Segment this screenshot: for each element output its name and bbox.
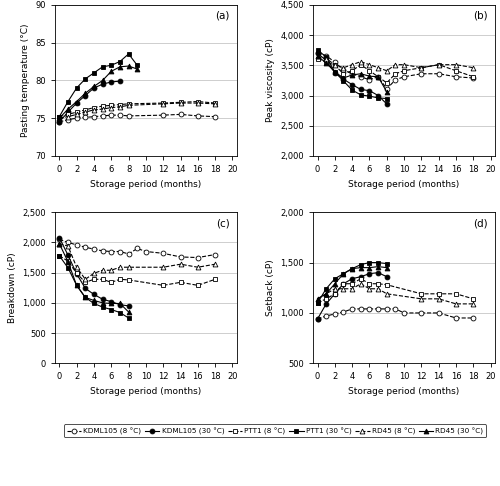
X-axis label: Storage period (months): Storage period (months): [90, 179, 202, 189]
Y-axis label: Setback (cP): Setback (cP): [266, 260, 275, 316]
Y-axis label: Breakdown (cP): Breakdown (cP): [8, 252, 17, 323]
Y-axis label: Peak viscosity (cP): Peak viscosity (cP): [266, 38, 275, 122]
Legend: KDML105 (8 °C), KDML105 (30 °C), PTT1 (8 °C), PTT1 (30 °C), RD45 (8 °C), RD45 (3: KDML105 (8 °C), KDML105 (30 °C), PTT1 (8…: [64, 424, 486, 437]
X-axis label: Storage period (months): Storage period (months): [348, 179, 460, 189]
X-axis label: Storage period (months): Storage period (months): [90, 387, 202, 396]
X-axis label: Storage period (months): Storage period (months): [348, 387, 460, 396]
Y-axis label: Pasting temperature (°C): Pasting temperature (°C): [21, 24, 30, 137]
Text: (d): (d): [473, 218, 488, 228]
Text: (b): (b): [473, 11, 488, 21]
Text: (c): (c): [216, 218, 230, 228]
Text: (a): (a): [215, 11, 230, 21]
